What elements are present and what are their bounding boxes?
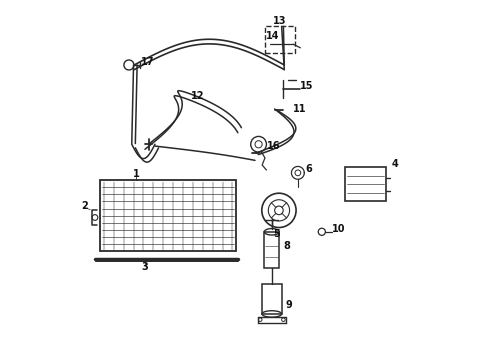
Text: 17: 17 xyxy=(141,57,154,67)
Text: 13: 13 xyxy=(273,16,287,26)
Text: 8: 8 xyxy=(284,241,291,251)
Text: 12: 12 xyxy=(192,91,205,101)
Text: 4: 4 xyxy=(392,159,398,169)
Text: 15: 15 xyxy=(300,81,314,91)
Bar xyxy=(262,284,282,314)
Bar xyxy=(265,26,295,53)
Bar xyxy=(345,167,386,202)
Bar xyxy=(264,232,279,267)
Text: 11: 11 xyxy=(293,104,307,113)
Text: 3: 3 xyxy=(142,262,148,272)
Text: 5: 5 xyxy=(273,229,280,239)
Text: 6: 6 xyxy=(306,163,313,174)
Text: 10: 10 xyxy=(332,224,345,234)
Text: 2: 2 xyxy=(81,201,88,211)
Text: 16: 16 xyxy=(267,141,281,151)
Bar xyxy=(100,180,236,251)
Text: 9: 9 xyxy=(286,300,293,310)
Text: 14: 14 xyxy=(267,31,280,41)
Text: 1: 1 xyxy=(132,168,139,179)
